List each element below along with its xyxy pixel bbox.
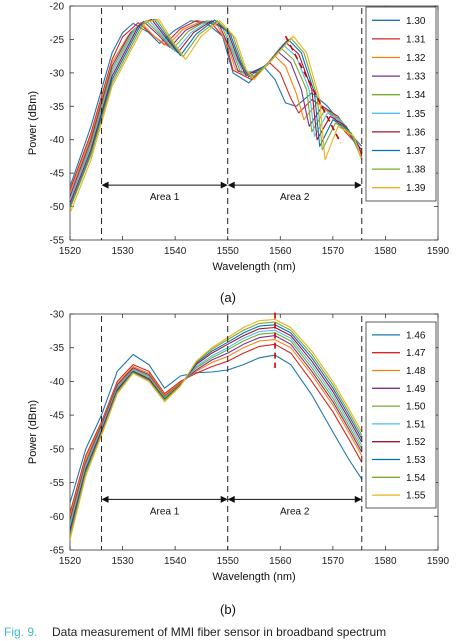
legend-entry-label: 1.30 xyxy=(406,16,426,27)
legend-entry-label: 1.37 xyxy=(406,146,426,157)
y-tick-label: -65 xyxy=(50,546,65,557)
y-tick-label: -35 xyxy=(50,102,65,113)
series-line-1.46 xyxy=(70,353,363,503)
x-tick-label: 1580 xyxy=(374,246,397,257)
x-tick-label: 1550 xyxy=(217,246,240,257)
area-arrow-head-right xyxy=(220,495,228,503)
legend-entry-label: 1.52 xyxy=(406,437,426,448)
series-line-1.50 xyxy=(70,332,363,524)
legend-entry-label: 1.39 xyxy=(406,183,426,194)
legend-entry-label: 1.31 xyxy=(406,34,426,45)
legend-entry-label: 1.46 xyxy=(406,330,426,341)
y-tick-label: -30 xyxy=(50,310,65,321)
x-tick-label: 1520 xyxy=(59,246,82,257)
series-line-1.31 xyxy=(70,20,363,191)
series-line-1.55 xyxy=(70,318,363,541)
y-tick-label: -45 xyxy=(50,169,65,180)
panel-label: (a) xyxy=(220,290,236,305)
x-tick-label: 1540 xyxy=(164,246,187,257)
area-arrow-head-left xyxy=(101,495,109,503)
y-tick-label: -35 xyxy=(50,343,65,354)
panel-label: (b) xyxy=(220,602,236,617)
legend-entry-label: 1.50 xyxy=(406,402,426,413)
plot-frame xyxy=(69,313,439,551)
legend-box xyxy=(365,321,437,509)
y-tick-label: -30 xyxy=(50,68,65,79)
x-tick-label: 1540 xyxy=(164,556,187,567)
legend-entry-label: 1.38 xyxy=(406,165,426,176)
legend-entry-label: 1.55 xyxy=(406,491,426,502)
y-tick-label: -50 xyxy=(50,202,65,213)
series-line-1.53 xyxy=(70,324,363,534)
x-tick-label: 1530 xyxy=(111,246,134,257)
series-line-1.49 xyxy=(70,335,363,520)
area-label: Area 2 xyxy=(280,192,310,203)
y-axis-label: Power (dBm) xyxy=(27,400,39,464)
series-line-1.47 xyxy=(70,343,363,514)
series-line-1.39 xyxy=(70,19,363,214)
legend-entry-label: 1.47 xyxy=(406,348,426,359)
series-line-1.38 xyxy=(70,18,363,209)
x-axis-label: Wavelength (nm) xyxy=(212,571,295,583)
series-line-1.54 xyxy=(70,321,363,537)
series-line-1.48 xyxy=(70,339,363,517)
y-tick-label: -55 xyxy=(50,478,65,489)
legend-entry-label: 1.49 xyxy=(406,384,426,395)
area-arrow-head-left xyxy=(227,181,235,189)
area-arrow-head-right xyxy=(354,181,362,189)
series-group xyxy=(70,18,363,214)
y-tick-label: -60 xyxy=(50,512,65,523)
legend-entry-label: 1.33 xyxy=(406,72,426,83)
y-tick-label: -25 xyxy=(50,35,65,46)
x-tick-label: 1560 xyxy=(269,246,292,257)
x-tick-label: 1570 xyxy=(322,556,345,567)
x-tick-label: 1530 xyxy=(111,556,134,567)
legend-entry-label: 1.48 xyxy=(406,366,426,377)
area-label: Area 2 xyxy=(280,506,310,517)
y-tick-label: -40 xyxy=(50,135,65,146)
chart-panel-a: 1520 1530 1540 1550 1560 1570 1580 1590 -20 -25 -3… xyxy=(27,2,450,306)
series-group xyxy=(70,318,363,541)
x-tick-label: 1570 xyxy=(322,246,345,257)
x-tick-label: 1520 xyxy=(59,556,82,567)
y-tick-label: -45 xyxy=(50,411,65,422)
caption-prefix: Fig. 9. xyxy=(4,625,37,639)
area-arrow-head-right xyxy=(354,495,362,503)
area-label: Area 1 xyxy=(150,506,180,517)
area-arrow-head-right xyxy=(220,181,228,189)
legend-entry-label: 1.36 xyxy=(406,127,426,138)
legend-box xyxy=(365,6,437,202)
x-tick-label: 1590 xyxy=(427,246,450,257)
legend-entry-label: 1.54 xyxy=(406,473,426,484)
x-tick-label: 1590 xyxy=(427,556,450,567)
y-tick-label: -20 xyxy=(50,2,65,13)
y-axis-label: Power (dBm) xyxy=(27,91,39,155)
legend-entry-label: 1.51 xyxy=(406,419,426,430)
x-tick-label: 1560 xyxy=(269,556,292,567)
x-tick-label: 1550 xyxy=(217,556,240,567)
area-arrow-head-left xyxy=(227,495,235,503)
y-tick-label: -40 xyxy=(50,377,65,388)
chart-panel-b: 1520 1530 1540 1550 1560 1570 1580 1590 -30 -35 -4… xyxy=(27,310,450,618)
y-tick-label: -50 xyxy=(50,444,65,455)
shift-trend-line xyxy=(284,35,342,144)
y-tick-label: -55 xyxy=(50,236,65,247)
legend-entry-label: 1.53 xyxy=(406,455,426,466)
area-label: Area 1 xyxy=(150,192,180,203)
area-arrow-head-left xyxy=(101,181,109,189)
series-line-1.52 xyxy=(70,326,363,530)
x-axis-label: Wavelength (nm) xyxy=(212,261,295,273)
legend-entry-label: 1.34 xyxy=(406,90,426,101)
plot-frame xyxy=(69,5,439,241)
legend-entry-label: 1.32 xyxy=(406,53,426,64)
caption-text: Data measurement of MMI fiber sensor in … xyxy=(52,625,386,639)
x-tick-label: 1580 xyxy=(374,556,397,567)
series-line-1.51 xyxy=(70,329,363,527)
legend-entry-label: 1.35 xyxy=(406,109,426,120)
